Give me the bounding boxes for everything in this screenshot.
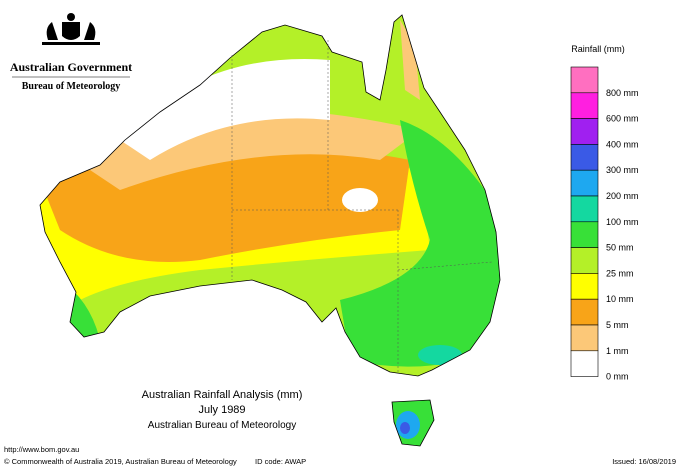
legend-swatch [570, 118, 599, 145]
bureau: Bureau of Meteorology [22, 81, 121, 92]
legend-label: 100 mm [606, 217, 639, 227]
legend-swatch [570, 195, 599, 223]
legend-title: Rainfall (mm) [571, 44, 625, 54]
legend-label: 5 mm [606, 320, 629, 330]
legend-swatch [570, 221, 599, 248]
legend-swatch [570, 169, 599, 197]
legend: 800 mm 600 mm 400 mm 300 mm 200 mm 100 mm 50 m… [570, 66, 639, 382]
legend-label: 200 mm [606, 191, 639, 201]
copyright: © Commonwealth of Australia 2019, Austra… [4, 457, 237, 466]
legend-label: 25 mm [606, 268, 634, 278]
id-code: ID code: AWAP [255, 457, 306, 466]
legend-label: 300 mm [606, 165, 639, 175]
subtitle: July 1989 [198, 404, 245, 416]
credit: Australian Bureau of Meteorology [148, 420, 296, 431]
legend-label: 50 mm [606, 243, 634, 253]
government: Australian Government [10, 60, 132, 74]
issued: Issued: 16/08/2019 [612, 457, 676, 466]
legend-swatch [570, 66, 599, 94]
legend-swatch [570, 298, 599, 326]
coat-of-arms [42, 13, 100, 45]
legend-swatch [570, 350, 599, 377]
legend-label: 10 mm [606, 294, 634, 304]
legend-label: 600 mm [606, 114, 639, 124]
legend-label: 0 mm [606, 372, 629, 382]
legend-swatch [570, 92, 599, 119]
legend-label: 800 mm [606, 88, 639, 98]
legend-label: 400 mm [606, 139, 639, 149]
legend-swatch [570, 324, 599, 352]
url: http://www.bom.gov.au [4, 445, 79, 454]
legend-label: 1 mm [606, 346, 629, 356]
state-borders [231, 40, 493, 372]
coastline [39, 14, 501, 377]
legend-swatch [570, 247, 599, 274]
tasmania-coast [391, 399, 435, 447]
legend-swatch [570, 273, 599, 300]
legend-swatch [570, 144, 599, 171]
title: Australian Rainfall Analysis (mm) [142, 389, 303, 401]
